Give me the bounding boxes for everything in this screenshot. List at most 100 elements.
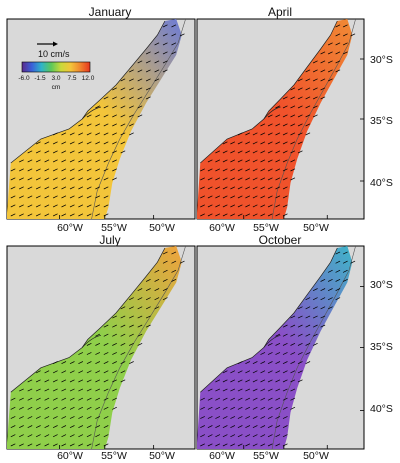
current-vector-icon: [207, 397, 213, 401]
current-vector-icon: [237, 397, 243, 401]
current-vector-icon: [327, 69, 333, 73]
current-vector-icon: [145, 297, 151, 301]
current-vector-icon: [342, 278, 348, 282]
panel-title-january: January: [89, 5, 132, 19]
current-vector-icon: [305, 333, 311, 337]
current-vector-icon: [237, 132, 243, 136]
current-vector-icon: [327, 297, 333, 301]
current-vector-icon: [305, 96, 311, 100]
sea-level-field: [7, 246, 182, 449]
current-vector-icon: [78, 388, 84, 392]
current-vector-icon: [69, 406, 75, 410]
current-vector-icon: [267, 434, 273, 438]
current-vector-icon: [78, 159, 84, 163]
current-vector-icon: [52, 132, 58, 136]
current-vector-icon: [137, 288, 143, 292]
current-vector-icon: [252, 168, 258, 172]
map-panel-october: [196, 245, 365, 450]
current-vector-icon: [162, 51, 168, 55]
current-vector-icon: [78, 150, 84, 154]
current-vector-icon: [120, 324, 126, 328]
current-vector-icon: [69, 159, 75, 163]
current-vector-icon: [252, 204, 258, 208]
current-vector-icon: [86, 177, 92, 181]
current-vector-icon: [237, 416, 243, 419]
current-vector-icon: [86, 406, 92, 410]
current-vector-icon: [237, 388, 243, 392]
current-vector-icon: [327, 278, 333, 282]
current-vector-icon: [342, 269, 348, 273]
current-vector-icon: [61, 379, 67, 383]
current-vector-icon: [112, 114, 117, 118]
current-vector-icon: [305, 352, 311, 355]
current-vector-icon: [335, 60, 341, 64]
current-vector-icon: [95, 159, 101, 163]
current-vector-icon: [35, 168, 41, 172]
current-vector-icon: [260, 388, 266, 392]
current-vector-icon: [10, 406, 16, 410]
current-vector-icon: [44, 204, 50, 208]
current-vector-icon: [252, 177, 258, 181]
colorbar-tick-label: 12.0: [82, 75, 95, 82]
current-vector-icon: [335, 24, 341, 28]
current-vector-icon: [290, 315, 296, 319]
current-vector-icon: [245, 204, 251, 208]
current-vector-icon: [52, 425, 58, 429]
current-vector-icon: [215, 379, 221, 383]
current-vector-icon: [44, 370, 50, 374]
isobath-line: [91, 19, 186, 219]
current-vector-icon: [103, 406, 109, 410]
current-vector-icon: [112, 333, 117, 337]
current-vector-icon: [267, 425, 273, 429]
current-vector-icon: [215, 213, 221, 217]
current-vector-icon: [112, 159, 117, 163]
current-vector-icon: [350, 260, 356, 264]
current-vector-icon: [27, 397, 33, 401]
current-vector-icon: [61, 443, 67, 447]
current-vector-icon: [252, 370, 258, 374]
colorbar-tick-label: -1.5: [34, 75, 46, 82]
current-vector-icon: [112, 168, 117, 172]
current-vector-icon: [252, 213, 258, 217]
current-vector-icon: [312, 96, 318, 100]
current-vector-icon: [69, 195, 75, 199]
current-vector-icon: [145, 51, 151, 55]
current-vector-icon: [305, 69, 311, 73]
estuary-outline: [81, 334, 102, 348]
current-vector-icon: [297, 105, 303, 109]
current-vector-icon: [267, 150, 273, 154]
current-vector-icon: [200, 434, 205, 438]
lon-tick-label: 55°W: [101, 450, 127, 462]
map-panel-april: [196, 18, 365, 220]
current-vector-icon: [112, 105, 117, 109]
current-vector-icon: [103, 195, 109, 199]
current-vector-icon: [260, 204, 266, 208]
panel-title-april: April: [268, 5, 292, 19]
current-vector-icon: [95, 114, 101, 118]
current-vector-icon: [86, 434, 92, 438]
current-vector-icon: [275, 186, 281, 190]
current-vector-icon: [103, 434, 109, 438]
current-vector-icon: [230, 425, 236, 429]
current-vector-icon: [215, 443, 221, 447]
current-vector-icon: [35, 186, 41, 190]
current-vector-icon: [137, 324, 143, 328]
current-vector-icon: [342, 51, 348, 55]
current-vector-icon: [19, 177, 24, 181]
current-vector-icon: [222, 177, 228, 181]
current-vector-icon: [61, 406, 67, 410]
current-vector-icon: [327, 51, 333, 55]
current-vector-icon: [237, 195, 243, 199]
lat-tick-label: 30°S: [370, 54, 393, 66]
current-vector-icon: [260, 159, 266, 163]
current-vector-icon: [275, 406, 281, 410]
current-vector-icon: [305, 324, 311, 328]
current-vector-icon: [95, 425, 101, 429]
current-vector-icon: [86, 123, 92, 127]
current-vector-icon: [215, 416, 221, 419]
current-vector-icon: [252, 379, 258, 383]
current-vector-icon: [154, 297, 160, 301]
current-vector-icon: [282, 123, 288, 127]
current-vector-icon: [200, 204, 205, 208]
current-vector-icon: [129, 78, 134, 82]
